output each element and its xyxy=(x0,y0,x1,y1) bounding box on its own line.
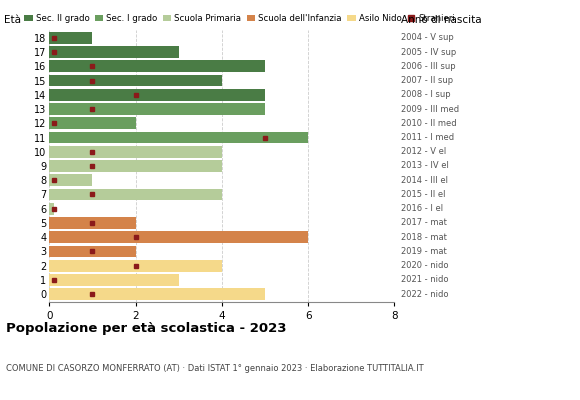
Text: 2016 - I el: 2016 - I el xyxy=(401,204,443,213)
Text: 2010 - II med: 2010 - II med xyxy=(401,119,456,128)
Text: 2015 - II el: 2015 - II el xyxy=(401,190,445,199)
Text: 2017 - mat: 2017 - mat xyxy=(401,218,447,228)
Bar xyxy=(49,189,222,200)
Text: COMUNE DI CASORZO MONFERRATO (AT) · Dati ISTAT 1° gennaio 2023 · Elaborazione TU: COMUNE DI CASORZO MONFERRATO (AT) · Dati… xyxy=(6,364,423,373)
Bar xyxy=(49,246,136,257)
Text: Anno di nascita: Anno di nascita xyxy=(401,14,481,24)
Bar xyxy=(49,217,136,229)
Bar xyxy=(49,60,265,72)
Bar xyxy=(49,203,53,214)
Bar xyxy=(49,89,265,101)
Bar xyxy=(49,146,222,158)
Bar xyxy=(49,231,308,243)
Text: 2020 - nido: 2020 - nido xyxy=(401,261,448,270)
Text: 2008 - I sup: 2008 - I sup xyxy=(401,90,451,99)
Text: 2005 - IV sup: 2005 - IV sup xyxy=(401,48,456,56)
Bar xyxy=(49,75,222,86)
Text: 2021 - nido: 2021 - nido xyxy=(401,276,448,284)
Text: 2011 - I med: 2011 - I med xyxy=(401,133,454,142)
Bar xyxy=(49,46,179,58)
Bar xyxy=(49,288,265,300)
Bar xyxy=(49,32,92,44)
Text: 2013 - IV el: 2013 - IV el xyxy=(401,162,449,170)
Bar xyxy=(49,274,179,286)
Text: 2019 - mat: 2019 - mat xyxy=(401,247,447,256)
Bar xyxy=(49,118,136,129)
Text: 2007 - II sup: 2007 - II sup xyxy=(401,76,453,85)
Bar xyxy=(49,174,92,186)
Bar xyxy=(49,132,308,143)
Text: 2009 - III med: 2009 - III med xyxy=(401,104,459,114)
Legend: Sec. II grado, Sec. I grado, Scuola Primaria, Scuola dell'Infanzia, Asilo Nido, : Sec. II grado, Sec. I grado, Scuola Prim… xyxy=(24,14,455,23)
Text: 2014 - III el: 2014 - III el xyxy=(401,176,448,185)
Text: 2004 - V sup: 2004 - V sup xyxy=(401,33,454,42)
Text: 2018 - mat: 2018 - mat xyxy=(401,233,447,242)
Text: 2006 - III sup: 2006 - III sup xyxy=(401,62,455,71)
Bar xyxy=(49,260,222,272)
Bar xyxy=(49,103,265,115)
Bar xyxy=(49,160,222,172)
Text: Popolazione per età scolastica - 2023: Popolazione per età scolastica - 2023 xyxy=(6,322,287,335)
Text: 2022 - nido: 2022 - nido xyxy=(401,290,448,299)
Text: Età: Età xyxy=(5,14,21,24)
Text: 2012 - V el: 2012 - V el xyxy=(401,147,446,156)
